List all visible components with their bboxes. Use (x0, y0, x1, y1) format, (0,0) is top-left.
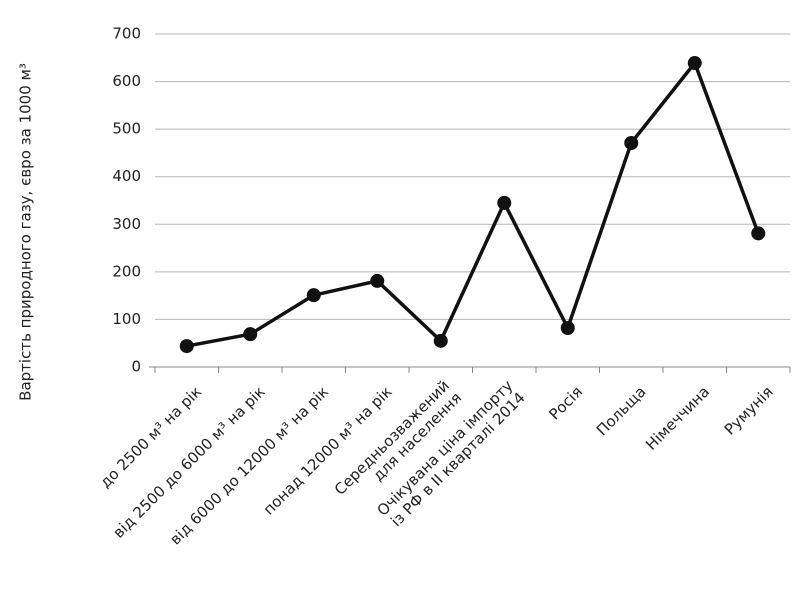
y-tick-label: 400 (112, 167, 141, 185)
x-tick-label-line: Росія (545, 382, 586, 423)
line (186, 61, 760, 348)
x-tick-label: Німеччина (642, 382, 713, 453)
y-tick-label: 700 (112, 25, 141, 43)
point (560, 320, 575, 335)
point (687, 56, 702, 71)
point (370, 273, 385, 288)
x-tick-label: Польща (593, 382, 650, 439)
y-tick-label: 0 (131, 358, 141, 376)
point (497, 195, 512, 210)
y-tick-label: 500 (112, 120, 141, 138)
x-tick-label-line: Польща (593, 382, 650, 439)
point (179, 339, 194, 354)
point (624, 135, 639, 150)
y-axis-label: Вартість природного газу, євро за 1000 м… (17, 63, 35, 401)
y-tick-label: 200 (112, 262, 141, 280)
point (751, 226, 766, 241)
y-tick-label: 300 (112, 215, 141, 233)
x-tick-label: Румунія (720, 382, 776, 438)
point (243, 327, 258, 342)
y-tick-label: 100 (112, 310, 141, 328)
y-tick-label: 600 (112, 72, 141, 90)
x-tick-label-line: Румунія (720, 382, 776, 438)
point (433, 333, 448, 348)
x-tick-label-line: Німеччина (642, 382, 713, 453)
point (306, 288, 321, 303)
x-tick-label: Росія (545, 382, 586, 423)
